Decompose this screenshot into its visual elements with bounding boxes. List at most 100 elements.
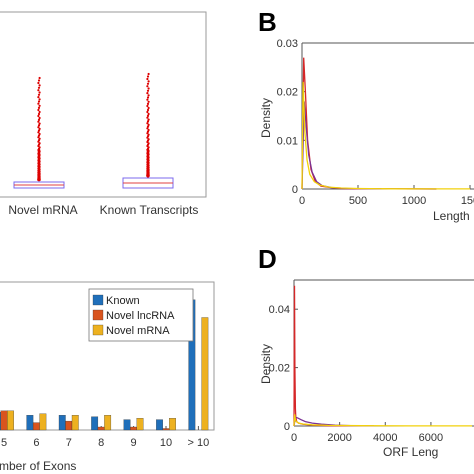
- panel-c-bar: [136, 418, 144, 431]
- panel-c-legend-label: Novel lncRNA: [106, 310, 175, 322]
- panel-c-xlabel: mber of Exons: [0, 459, 76, 473]
- panel-a-outlier-point: [146, 116, 149, 119]
- panel-a-outlier-point: [147, 100, 150, 103]
- panel-a-outlier-point: [146, 82, 150, 85]
- panel-a-outlier-point: [146, 75, 150, 78]
- panel-b: B Density 0 0.01 0.02 0.03 0 500 1000 150 Lengt…: [258, 7, 474, 223]
- panel-b-ylabel: Density: [259, 98, 273, 138]
- panel-c-bar: [201, 317, 209, 431]
- panel-a-outlier-point: [37, 81, 40, 85]
- panel-a-outlier-point: [146, 127, 149, 130]
- panel-a-boxplots: [13, 72, 174, 189]
- panel-c-bar: [91, 416, 99, 431]
- panel-a-outlier-point: [37, 131, 40, 134]
- panel-d-xlabel: ORF Leng: [383, 445, 438, 459]
- panel-a-outlier-point: [37, 86, 41, 89]
- panel-c-bar: [123, 419, 131, 431]
- panel-b-series: [301, 57, 470, 190]
- panel-a-outlier-point: [147, 123, 150, 126]
- panel-d: D Density 0 0.02 0.04 0 2000 4000 6000 ORF Len…: [258, 244, 474, 459]
- panel-a-outlier-point: [147, 106, 150, 110]
- panel-b-ytick-label: 0.02: [277, 87, 298, 99]
- panel-c-xtick-label: 10: [160, 437, 172, 449]
- panel-a-outlier-point: [147, 128, 150, 132]
- panel-a-outlier-point: [37, 106, 41, 109]
- panel-a-outlier-point: [146, 96, 150, 99]
- panel-c-bar: [65, 420, 73, 431]
- panel-c-legend-label: Novel mRNA: [106, 325, 170, 337]
- panel-c-legend-swatch: [92, 324, 104, 336]
- panel-a: Novel mRNA Known Transcripts: [0, 11, 207, 217]
- panel-a-outlier-point: [38, 137, 41, 140]
- panel-a-outlier-point: [147, 87, 150, 90]
- panel-c-bar: [104, 415, 112, 431]
- panel-c-bar: [169, 418, 176, 431]
- panel-a-outlier-point: [37, 89, 40, 92]
- panel-c-legend-label: Known: [106, 295, 140, 307]
- panel-c-bar: [32, 422, 40, 431]
- panel-c-xtick-label: 9: [131, 437, 137, 449]
- panel-d-series-line: [293, 414, 472, 427]
- panel-a-outlier-point: [38, 104, 41, 107]
- panel-d-xtick-label: 4000: [373, 432, 397, 444]
- panel-a-outlier-point: [37, 102, 40, 105]
- panel-d-xtick-label: 2000: [327, 432, 351, 444]
- panel-b-axes: 0 0.01 0.02 0.03 0 500 1000 150: [277, 38, 474, 207]
- panel-b-xtick-label: 150: [461, 195, 474, 207]
- panel-a-outlier-point: [147, 118, 150, 121]
- panel-d-letter: D: [258, 244, 277, 274]
- panel-a-outlier-point: [38, 110, 41, 114]
- panel-c-bar: [130, 426, 137, 431]
- panel-a-outlier-point: [147, 138, 150, 141]
- panel-a-outlier-point: [37, 124, 41, 127]
- panel-a-outlier-point: [37, 96, 40, 99]
- panel-c-bars: [0, 299, 209, 431]
- panel-b-ytick-label: 0: [292, 184, 298, 196]
- panel-a-outlier-point: [146, 120, 150, 123]
- panel-c-bar: [26, 415, 34, 431]
- panel-b-ytick-label: 0.03: [277, 38, 298, 50]
- panel-d-ytick-label: 0: [284, 421, 290, 433]
- panel-a-outlier-point: [146, 110, 149, 114]
- panel-b-xlabel: Length: [433, 209, 470, 223]
- panel-b-series-line: [301, 101, 437, 190]
- panel-a-outlier-point: [146, 175, 150, 178]
- panel-a-outlier-point: [38, 116, 41, 120]
- panel-c-xtick-label: 7: [66, 437, 72, 449]
- panel-c-legend-swatch: [92, 294, 104, 306]
- panel-b-xtick-label: 1000: [402, 195, 426, 207]
- panel-a-outlier-point: [37, 129, 41, 132]
- panel-a-outlier-point: [146, 125, 150, 128]
- panel-a-outlier-point: [38, 142, 41, 145]
- panel-c-bar: [39, 413, 47, 431]
- panel-a-outlier-point: [38, 84, 41, 87]
- panel-a-outlier-point: [37, 118, 41, 121]
- panel-d-xtick-label: 6000: [419, 432, 443, 444]
- panel-a-outlier-point: [38, 98, 41, 101]
- panel-a-outlier-point: [147, 112, 150, 116]
- panel-c-xtick-label: > 10: [188, 437, 210, 449]
- panel-a-outlier-point: [146, 89, 150, 92]
- panel-c-xtick-label: 8: [98, 437, 104, 449]
- panel-d-series: [293, 285, 472, 427]
- panel-d-xtick-label: 0: [291, 432, 297, 444]
- panel-a-outlier-point: [37, 114, 40, 118]
- panel-a-outlier-point: [37, 126, 40, 129]
- panel-b-letter: B: [258, 7, 277, 37]
- panel-c-bar: [71, 415, 79, 431]
- panel-c-legend: Known Novel lncRNA Novel mRNA: [88, 288, 194, 342]
- panel-a-outlier-point: [38, 122, 41, 125]
- panel-a-outlier-point: [146, 122, 149, 125]
- panel-a-outlier-point: [146, 92, 149, 95]
- panel-d-ytick-label: 0.04: [269, 304, 290, 316]
- panel-a-outlier-point: [37, 108, 40, 112]
- panel-c-bar: [97, 426, 105, 431]
- panel-c-bar: [156, 419, 163, 431]
- panel-d-series-line: [293, 285, 363, 427]
- panel-c-bar: [7, 410, 14, 431]
- panel-a-axes-frame: [0, 11, 207, 198]
- panel-b-series-line: [301, 57, 437, 190]
- panel-a-outlier-point: [147, 80, 150, 83]
